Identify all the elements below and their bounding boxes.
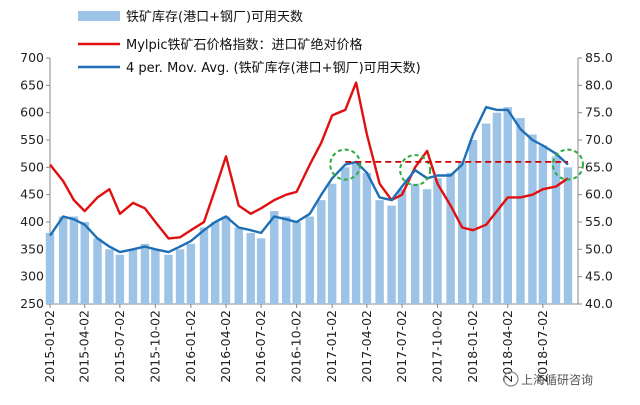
inventory-days-bar — [199, 227, 209, 304]
inventory-days-bar — [270, 211, 279, 304]
inventory-days-bar — [69, 216, 79, 304]
inventory-days-bar — [503, 107, 512, 304]
y-tick-label-right: 40.0 — [585, 296, 613, 311]
inventory-days-bar — [446, 172, 455, 304]
x-tick-label: 2016-01-02 — [183, 310, 198, 383]
y-tick-label-left: 500 — [20, 159, 44, 174]
y-tick-label-left: 550 — [20, 132, 44, 147]
inventory-days-bar — [140, 243, 150, 304]
y-tick-label-right: 55.0 — [585, 214, 613, 229]
y-tick-label-left: 650 — [20, 77, 44, 92]
x-tick-label: 2016-07-02 — [253, 310, 268, 383]
watermark-label: 上海循研咨询 — [521, 372, 593, 387]
inventory-days-bar — [516, 118, 525, 304]
inventory-days-bar — [292, 222, 301, 304]
inventory-days-bar — [538, 145, 548, 304]
y-tick-label-right: 65.0 — [585, 159, 613, 174]
inventory-days-bar — [457, 161, 467, 304]
x-tick-label: 2017-07-02 — [394, 310, 409, 383]
legend-label-inventory: 铁矿库存(港口+钢厂)可用天数 — [126, 9, 303, 25]
y-tick-label-left: 250 — [20, 296, 44, 311]
inventory-days-bar — [45, 232, 55, 304]
x-tick-label: 2016-10-02 — [289, 310, 304, 383]
inventory-days-bar — [433, 178, 442, 304]
y-tick-label-left: 400 — [20, 214, 44, 229]
x-tick-label: 2017-10-02 — [430, 310, 445, 383]
x-tick-label: 2015-01-02 — [42, 310, 57, 383]
inventory-days-bar — [58, 216, 68, 304]
inventory-days-bar — [387, 205, 396, 304]
y-tick-label-right: 50.0 — [585, 241, 613, 256]
inventory-days-bar — [375, 200, 384, 304]
inventory-days-bar — [105, 249, 114, 304]
inventory-days-bar — [210, 222, 220, 304]
x-tick-label: 2015-10-02 — [147, 310, 162, 383]
inventory-days-bar — [151, 249, 160, 304]
highlight-circle — [329, 148, 362, 181]
moving-average-line — [49, 106, 569, 254]
y-tick-label-right: 70.0 — [585, 132, 613, 147]
inventory-days-bar — [397, 189, 407, 304]
x-tick-label: 2018-07-02 — [535, 310, 550, 383]
y-tick-label-right: 75.0 — [585, 105, 613, 120]
watermark-logo-icon — [503, 371, 519, 387]
inventory-days-bar — [305, 216, 314, 304]
legend-swatch-bar — [78, 11, 120, 21]
x-tick-label: 2018-01-02 — [465, 310, 480, 383]
x-tick-label: 2016-04-02 — [218, 310, 233, 383]
x-tick-label: 2015-04-02 — [77, 310, 92, 383]
x-tick-label: 2018-04-02 — [500, 310, 515, 383]
legend-label-price: Mylpic铁矿石价格指数：进口矿绝对价格 — [126, 37, 363, 53]
inventory-days-bar — [327, 183, 337, 304]
y-tick-label-left: 450 — [20, 187, 44, 202]
highlight-circle — [399, 154, 432, 187]
inventory-days-bar — [481, 123, 491, 304]
inventory-days-bar — [234, 227, 243, 304]
y-tick-label-right: 60.0 — [585, 187, 613, 202]
highlight-circle — [551, 148, 584, 181]
inventory-days-bar — [164, 254, 173, 304]
y-tick-label-right: 80.0 — [585, 77, 613, 92]
inventory-days-bar — [175, 249, 185, 304]
inventory-days-bar — [362, 172, 372, 304]
inventory-days-bar — [93, 238, 102, 304]
inventory-days-bar — [115, 254, 125, 304]
inventory-days-bar — [422, 189, 432, 304]
y-tick-label-right: 85.0 — [585, 50, 613, 65]
y-tick-label-left: 700 — [20, 50, 44, 65]
y-tick-label-left: 350 — [20, 241, 44, 256]
inventory-days-bar — [128, 249, 138, 304]
y-tick-label-left: 300 — [20, 269, 44, 284]
inventory-days-bar — [410, 183, 420, 304]
y-tick-label-left: 600 — [20, 105, 44, 120]
inventory-days-bar — [468, 140, 478, 304]
inventory-days-bar — [221, 216, 231, 304]
inventory-days-bar — [551, 156, 561, 304]
inventory-days-bar — [256, 238, 266, 304]
inventory-days-bar — [351, 161, 361, 304]
inventory-days-bar — [563, 167, 573, 304]
inventory-days-bar — [281, 216, 291, 304]
x-tick-label: 2017-01-02 — [324, 310, 339, 383]
inventory-days-bar — [186, 243, 196, 304]
y-tick-label-right: 45.0 — [585, 269, 613, 284]
inventory-days-bar — [246, 232, 255, 304]
legend-label-moving-average: 4 per. Mov. Avg. (铁矿库存(港口+钢厂)可用天数) — [126, 60, 421, 76]
inventory-days-bar — [341, 167, 350, 304]
inventory-days-bar — [317, 200, 326, 304]
inventory-days-bar — [492, 112, 502, 305]
price-index-line — [49, 81, 569, 240]
x-tick-label: 2017-04-02 — [359, 310, 374, 383]
x-tick-label: 2015-07-02 — [112, 310, 127, 383]
inventory-days-bar — [80, 222, 89, 304]
inventory-days-bar — [528, 134, 537, 304]
